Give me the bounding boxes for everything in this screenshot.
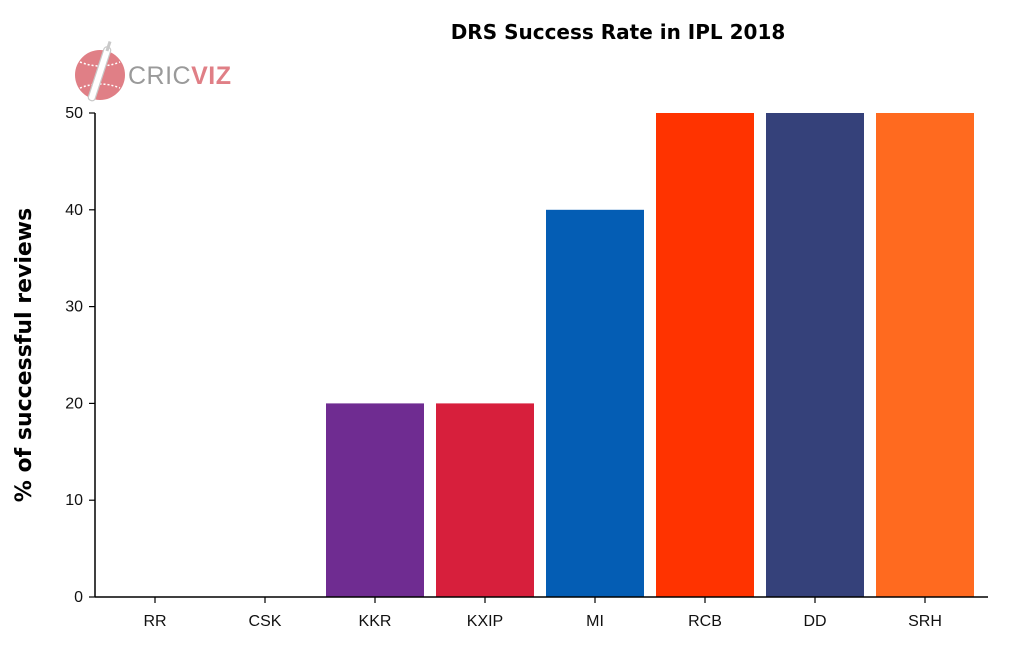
y-axis: 0 10 20 30 40 50 [65, 105, 96, 606]
y-tick-label: 20 [65, 395, 83, 412]
x-tick-label-kkr: KKR [359, 613, 392, 630]
cricviz-logo: CRICVIZ [75, 41, 232, 102]
logo-text-cric: CRIC [128, 62, 191, 90]
bar-dd [766, 113, 864, 597]
x-axis: RR CSK KKR KXIP MI RCB DD SRH [95, 596, 988, 630]
cricket-ball-bat-icon [75, 41, 125, 102]
bar-srh [876, 113, 974, 597]
bar-mi [546, 209, 644, 598]
x-tick-label-rr: RR [143, 613, 166, 630]
x-tick-label-rcb: RCB [688, 613, 722, 630]
y-tick-label: 40 [65, 202, 83, 219]
y-tick-label: 0 [74, 589, 83, 606]
logo-text-viz: VIZ [191, 62, 231, 90]
bar-kxip [436, 403, 534, 597]
y-tick-label: 10 [65, 492, 83, 509]
y-tick-label: 50 [65, 105, 83, 122]
chart-title: DRS Success Rate in IPL 2018 [451, 20, 786, 44]
x-tick-label-srh: SRH [908, 613, 942, 630]
x-tick-label-kxip: KXIP [467, 613, 503, 630]
bar-kkr [326, 403, 424, 597]
y-axis-label: % of successful reviews [12, 208, 37, 502]
x-tick-label-csk: CSK [249, 613, 282, 630]
y-tick-label: 30 [65, 299, 83, 316]
x-tick-label-dd: DD [803, 613, 826, 630]
bars-group [326, 113, 974, 598]
bar-rcb [656, 113, 754, 597]
x-tick-label-mi: MI [586, 613, 604, 630]
svg-text:CRICVIZ: CRICVIZ [128, 62, 232, 90]
